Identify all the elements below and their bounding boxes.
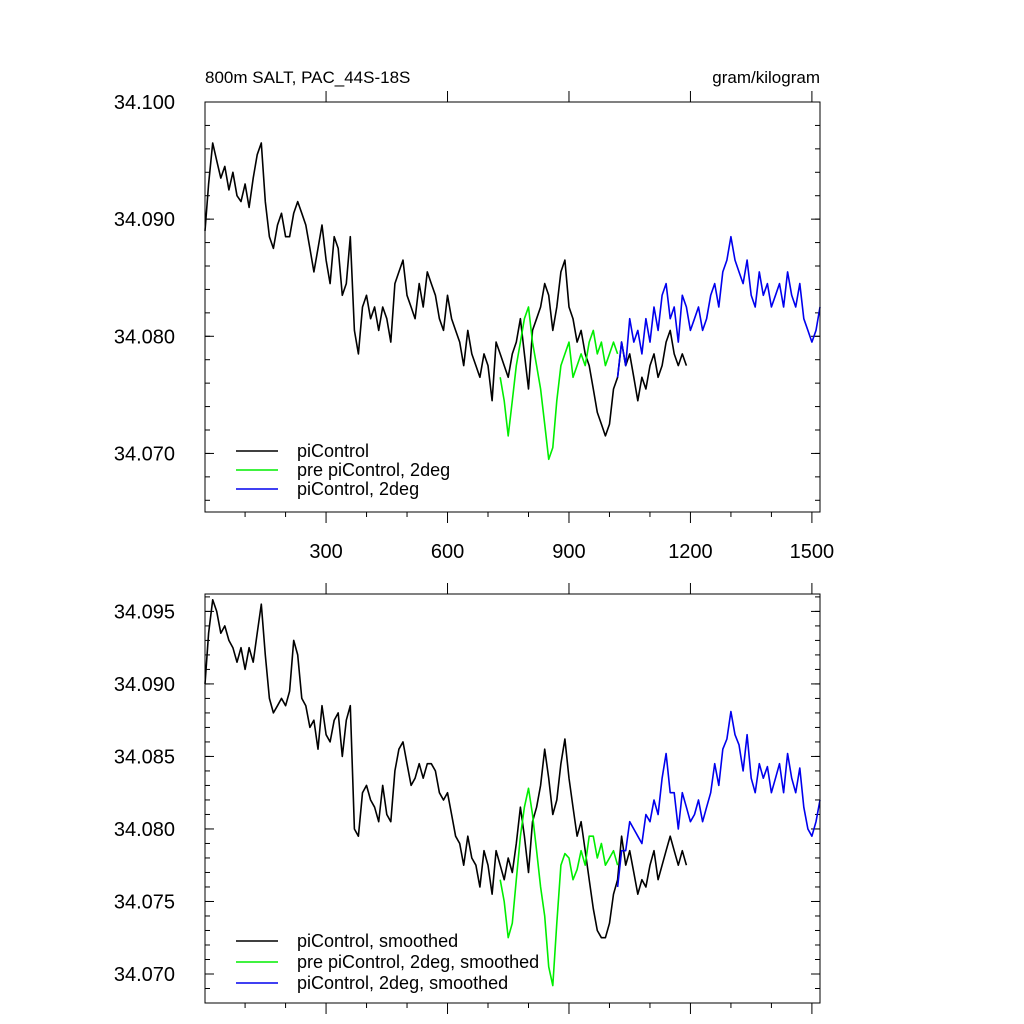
bottom-y-tick-label: 34.080 bbox=[114, 819, 175, 841]
chart-units: gram/kilogram bbox=[712, 68, 820, 87]
top-x-tick-label: 1500 bbox=[790, 541, 835, 563]
bottom-panel: 34.070 34.075 34.080 34.085 34.090 34.095 piC… bbox=[114, 583, 821, 1014]
bottom-legend-label: pre piControl, 2deg, smoothed bbox=[297, 952, 539, 972]
top-legend-label: pre piControl, 2deg bbox=[297, 460, 450, 480]
top-y-tick-label: 34.090 bbox=[114, 209, 175, 231]
top-series-line-2 bbox=[616, 235, 821, 378]
top-series-line-1 bbox=[499, 306, 619, 461]
bottom-plot-frame bbox=[204, 593, 821, 1004]
bottom-y-tick-label: 34.085 bbox=[114, 746, 175, 768]
top-plot-frame bbox=[204, 101, 821, 513]
top-x-tick-labels: 300 600 900 1200 1500 bbox=[309, 541, 834, 563]
top-y-tick-label: 34.100 bbox=[114, 92, 175, 114]
top-x-tick-label: 900 bbox=[552, 541, 585, 563]
top-y-tick-label: 34.080 bbox=[114, 326, 175, 348]
bottom-axis-ticks bbox=[205, 583, 820, 1014]
bottom-y-tick-label: 34.070 bbox=[114, 964, 175, 986]
bottom-y-tick-labels: 34.070 34.075 34.080 34.085 34.090 34.095 bbox=[114, 601, 175, 986]
bottom-legend-label: piControl, smoothed bbox=[297, 931, 458, 951]
top-series-line-0 bbox=[204, 142, 688, 437]
top-series-lines bbox=[204, 142, 821, 461]
top-legend-label: piControl, 2deg bbox=[297, 479, 419, 499]
bottom-series-line-2 bbox=[616, 710, 821, 888]
bottom-series-line-0 bbox=[204, 598, 688, 939]
top-legend-label: piControl bbox=[297, 441, 369, 461]
top-y-tick-labels: 34.070 34.080 34.090 34.100 bbox=[114, 92, 175, 465]
bottom-legend-label: piControl, 2deg, smoothed bbox=[297, 973, 508, 993]
top-x-tick-label: 300 bbox=[309, 541, 342, 563]
bottom-y-tick-label: 34.090 bbox=[114, 674, 175, 696]
bottom-series-line-1 bbox=[499, 787, 619, 987]
top-x-tick-label: 600 bbox=[431, 541, 464, 563]
top-panel: 800m SALT, PAC_44S-18S gram/kilogram 34.… bbox=[114, 68, 834, 563]
top-y-tick-label: 34.070 bbox=[114, 443, 175, 465]
bottom-series-lines bbox=[204, 598, 821, 987]
chart-title: 800m SALT, PAC_44S-18S bbox=[205, 68, 410, 87]
bottom-y-tick-label: 34.095 bbox=[114, 601, 175, 623]
bottom-y-tick-label: 34.075 bbox=[114, 891, 175, 913]
top-x-tick-label: 1200 bbox=[668, 541, 713, 563]
